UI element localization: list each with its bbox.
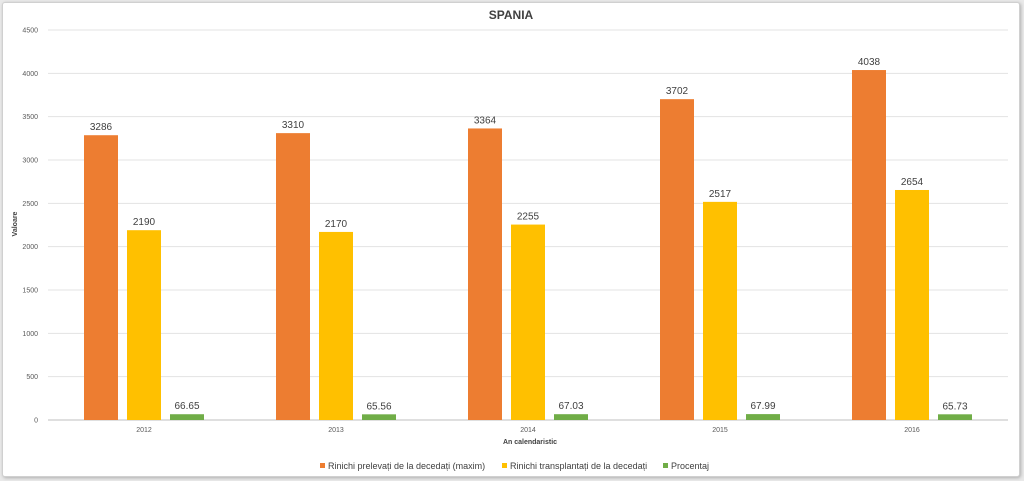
bar	[554, 414, 588, 420]
data-label: 66.65	[174, 401, 199, 412]
data-label: 65.56	[366, 401, 391, 412]
y-tick-label: 500	[26, 374, 38, 381]
bar	[362, 414, 396, 420]
bar	[127, 230, 161, 420]
y-tick-label: 1500	[22, 288, 38, 295]
data-label: 3364	[474, 115, 497, 126]
x-tick-label: 2014	[520, 427, 536, 434]
bar	[170, 414, 204, 420]
legend-label: Rinichi prelevați de la decedați (maxim)	[328, 461, 485, 471]
y-tick-label: 3000	[22, 158, 38, 165]
y-axis-title: Valoare	[12, 211, 19, 236]
x-tick-label: 2012	[136, 427, 152, 434]
legend-swatch	[663, 463, 668, 468]
x-axis-title: An calendaristic	[503, 439, 557, 446]
data-label: 2654	[901, 177, 924, 188]
data-label: 2170	[325, 219, 348, 230]
y-tick-label: 3500	[22, 114, 38, 121]
legend-swatch	[502, 463, 507, 468]
data-label: 3286	[90, 122, 113, 133]
x-axis-ticks: 2012 2013 2014 2015 2016	[136, 427, 920, 434]
y-tick-label: 0	[34, 418, 38, 425]
data-label: 2255	[517, 212, 540, 223]
bar	[511, 224, 545, 420]
data-labels: 3286 2190 66.65 3310 2170 65.56 3364 2255 67.03 3…	[90, 57, 968, 412]
bar	[746, 414, 780, 420]
data-label: 4038	[858, 57, 881, 68]
x-tick-label: 2016	[904, 427, 920, 434]
legend-item: Procentaj	[663, 461, 709, 471]
data-label: 3310	[282, 120, 305, 131]
legend-swatch	[320, 463, 325, 468]
data-label: 2517	[709, 189, 732, 200]
bar	[660, 99, 694, 420]
legend: Rinichi prelevați de la decedați (maxim)…	[320, 461, 709, 471]
x-tick-label: 2013	[328, 427, 344, 434]
bar	[84, 135, 118, 421]
y-tick-label: 1000	[22, 331, 38, 338]
bar	[895, 189, 929, 420]
data-label: 67.99	[750, 401, 775, 412]
data-label: 2190	[133, 217, 156, 228]
legend-item: Rinichi prelevați de la decedați (maxim)	[320, 461, 485, 471]
bar	[703, 201, 737, 420]
bar	[938, 414, 972, 420]
data-label: 65.73	[942, 401, 967, 412]
legend-item: Rinichi transplantați de la decedați	[502, 461, 647, 471]
y-tick-label: 2000	[22, 244, 38, 251]
y-axis-ticks: 0 500 1000 1500 2000 2500 3000 3500 4000 4500	[22, 28, 38, 425]
gridlines	[48, 29, 1008, 421]
y-tick-label: 2500	[22, 201, 38, 208]
y-tick-label: 4500	[22, 28, 38, 35]
bar	[276, 133, 310, 420]
legend-label: Rinichi transplantați de la decedați	[510, 461, 647, 471]
chart-title: SPANIA	[489, 8, 534, 22]
bar	[468, 128, 502, 420]
bar	[852, 70, 886, 420]
data-label: 67.03	[558, 401, 583, 412]
bars	[84, 70, 972, 421]
x-tick-label: 2015	[712, 427, 728, 434]
y-tick-label: 4000	[22, 71, 38, 78]
data-label: 3702	[666, 86, 689, 97]
legend-label: Procentaj	[671, 461, 709, 471]
bar	[319, 231, 353, 420]
